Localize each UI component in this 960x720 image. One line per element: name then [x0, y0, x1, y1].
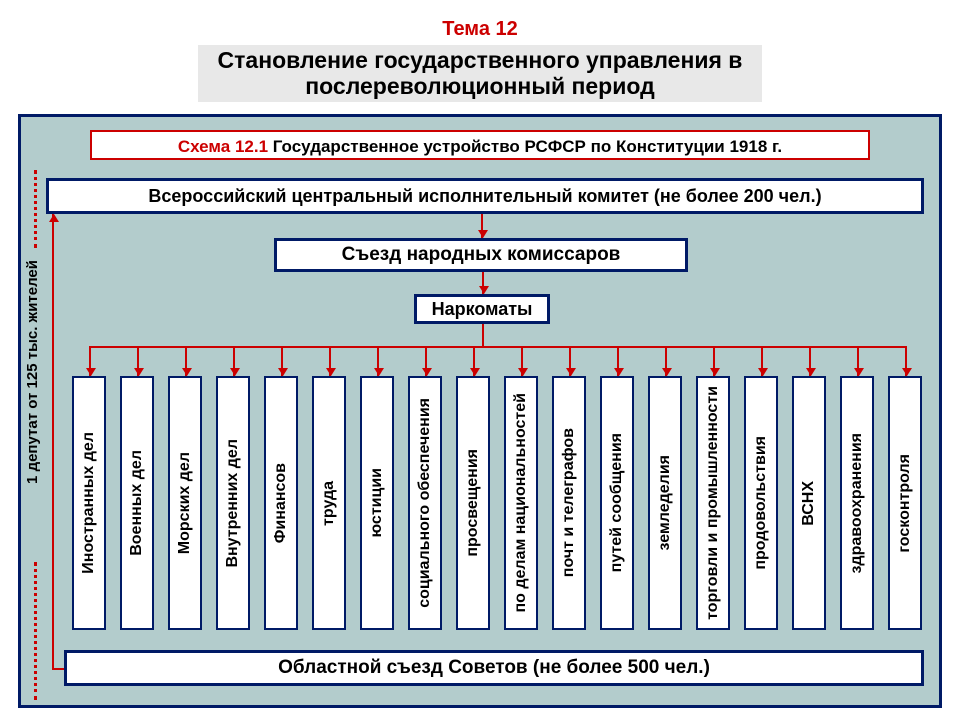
department-label: земледелия [657, 455, 674, 551]
department-label: социального обеспечения [417, 398, 434, 608]
box-regional-label: Областной съезд Советов (не более 500 че… [278, 657, 710, 679]
department-box: Морских дел [168, 376, 202, 630]
sidenote-deputy-ratio: 1 депутат от 125 тыс. жителей [24, 260, 41, 484]
department-label: юстиции [369, 468, 386, 538]
department-label: просвещения [465, 449, 482, 557]
department-label: Иностранных дел [81, 432, 98, 574]
department-label: продовольствия [753, 436, 770, 570]
box-congress-label: Съезд народных комиссаров [342, 244, 621, 266]
department-box: путей сообщения [600, 376, 634, 630]
box-vcik: Всероссийский центральный исполнительный… [46, 178, 924, 214]
department-label: торговли и промышленности [705, 386, 722, 620]
department-box: Внутренних дел [216, 376, 250, 630]
box-regional: Областной съезд Советов (не более 500 че… [64, 650, 924, 686]
department-label: Внутренних дел [225, 439, 242, 568]
department-box: земледелия [648, 376, 682, 630]
dotted-line-top [34, 170, 37, 248]
department-box: просвещения [456, 376, 490, 630]
scheme-prefix: Схема 12.1 [178, 137, 268, 156]
box-narkomaty: Наркоматы [414, 294, 550, 324]
box-congress: Съезд народных комиссаров [274, 238, 688, 272]
department-box: труда [312, 376, 346, 630]
department-box: госконтроля [888, 376, 922, 630]
department-box: Иностранных дел [72, 376, 106, 630]
department-label: Финансов [273, 463, 290, 543]
department-label: по делам национальностей [513, 393, 530, 613]
department-label: Морских дел [177, 452, 194, 554]
department-label: труда [321, 481, 338, 526]
department-label: путей сообщения [609, 433, 626, 572]
department-label: госконтроля [897, 454, 914, 553]
dotted-line-bottom [34, 562, 37, 700]
scheme-title-box: Схема 12.1 Государственное устройство РС… [90, 130, 870, 160]
department-box: продовольствия [744, 376, 778, 630]
department-box: по делам национальностей [504, 376, 538, 630]
department-box: ВСНХ [792, 376, 826, 630]
department-box: социального обеспечения [408, 376, 442, 630]
box-vcik-label: Всероссийский центральный исполнительный… [148, 186, 821, 207]
department-box: здравоохранения [840, 376, 874, 630]
department-box: почт и телеграфов [552, 376, 586, 630]
page-title: Становление государственного управления … [218, 47, 743, 100]
department-label: здравоохранения [849, 433, 866, 574]
department-label: почт и телеграфов [561, 428, 578, 577]
department-label: Военных дел [129, 450, 146, 556]
department-label: ВСНХ [801, 481, 818, 526]
department-box: юстиции [360, 376, 394, 630]
department-box: Военных дел [120, 376, 154, 630]
department-box: Финансов [264, 376, 298, 630]
topic-label: Тема 12 [0, 18, 960, 41]
scheme-text: Государственное устройство РСФСР по Конс… [268, 137, 782, 156]
department-box: торговли и промышленности [696, 376, 730, 630]
box-narkomaty-label: Наркоматы [432, 299, 533, 320]
